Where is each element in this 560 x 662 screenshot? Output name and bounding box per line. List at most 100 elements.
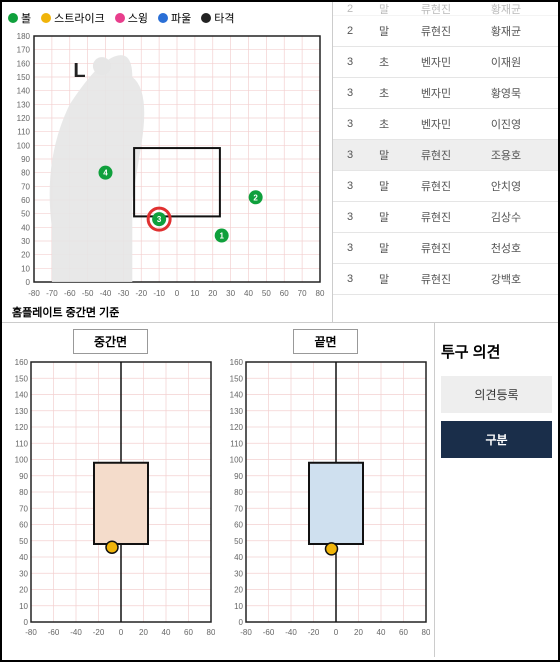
table-row[interactable]: 3초벤자민이재원 [333, 47, 558, 78]
table-row[interactable]: 3초벤자민이진영 [333, 109, 558, 140]
svg-text:10: 10 [19, 602, 28, 611]
svg-text:180: 180 [17, 32, 31, 41]
mini-charts: 중간면0102030405060708090100110120130140150… [2, 323, 434, 657]
pitch-legend: 볼스트라이크스윙파울타격 [6, 6, 328, 30]
pitch-chart: L123401020304050607080901001101201301401… [6, 30, 326, 300]
legend-label: 스윙 [128, 10, 148, 26]
mini-chart-svg: 0102030405060708090100110120130140150160… [222, 358, 430, 638]
svg-text:0: 0 [26, 278, 31, 287]
svg-text:60: 60 [280, 289, 289, 298]
table-cell: 2 [333, 25, 367, 37]
table-cell: 3 [333, 149, 367, 161]
table-cell: 벤자민 [401, 54, 471, 70]
table-cell: 3 [333, 273, 367, 285]
table-cell: 류현진 [401, 209, 471, 225]
table-cell: 3 [333, 180, 367, 192]
svg-text:90: 90 [19, 472, 28, 481]
svg-text:-40: -40 [100, 289, 112, 298]
svg-text:90: 90 [21, 155, 30, 164]
table-row[interactable]: 3말류현진강백호 [333, 264, 558, 295]
table-cell: 류현진 [401, 240, 471, 256]
svg-text:-80: -80 [25, 628, 37, 637]
table-cell: 벤자민 [401, 85, 471, 101]
svg-text:3: 3 [157, 215, 162, 224]
legend-label: 볼 [21, 10, 31, 26]
table-row[interactable]: 3초벤자민황영묵 [333, 78, 558, 109]
svg-text:130: 130 [229, 407, 243, 416]
table-row[interactable]: 3말류현진조용호 [333, 140, 558, 171]
svg-text:160: 160 [17, 59, 31, 68]
svg-text:130: 130 [14, 407, 28, 416]
svg-text:0: 0 [333, 628, 338, 637]
svg-text:30: 30 [21, 237, 30, 246]
table-cell: 3 [333, 87, 367, 99]
table-header-cell: 류현진 [401, 2, 471, 16]
table-cell: 말 [367, 209, 401, 225]
opinion-panel: 투구 의견 의견등록 구분 [434, 323, 558, 657]
svg-text:50: 50 [234, 537, 243, 546]
table-cell: 말 [367, 147, 401, 163]
svg-text:150: 150 [17, 73, 31, 82]
table-cell: 초 [367, 116, 401, 132]
table-cell: 김상수 [471, 209, 541, 225]
svg-text:40: 40 [244, 289, 253, 298]
table-row[interactable]: 3말류현진천성호 [333, 233, 558, 264]
svg-text:80: 80 [21, 169, 30, 178]
svg-text:100: 100 [229, 456, 243, 465]
svg-text:10: 10 [234, 602, 243, 611]
legend-dot-icon [115, 13, 125, 23]
svg-text:-40: -40 [285, 628, 297, 637]
svg-text:90: 90 [234, 472, 243, 481]
svg-text:100: 100 [14, 456, 28, 465]
table-cell: 3 [333, 118, 367, 130]
table-cell: 말 [367, 271, 401, 287]
legend-item: 스윙 [115, 10, 148, 26]
register-opinion-button[interactable]: 의견등록 [441, 376, 552, 413]
legend-item: 스트라이크 [41, 10, 105, 26]
svg-text:20: 20 [19, 586, 28, 595]
legend-dot-icon [8, 13, 18, 23]
svg-text:80: 80 [206, 628, 214, 637]
svg-text:-60: -60 [262, 628, 274, 637]
table-cell: 천성호 [471, 240, 541, 256]
svg-text:10: 10 [190, 289, 199, 298]
axis-label: 홈플레이트 중간면 기준 [6, 300, 328, 324]
svg-text:160: 160 [229, 358, 243, 367]
svg-text:0: 0 [23, 618, 28, 627]
svg-text:20: 20 [208, 289, 217, 298]
table-cell: 말 [367, 178, 401, 194]
legend-dot-icon [158, 13, 168, 23]
svg-text:140: 140 [229, 391, 243, 400]
legend-dot-icon [201, 13, 211, 23]
category-button[interactable]: 구분 [441, 421, 552, 458]
svg-text:-50: -50 [82, 289, 94, 298]
svg-text:20: 20 [139, 628, 148, 637]
svg-text:120: 120 [14, 423, 28, 432]
table-cell: 초 [367, 54, 401, 70]
svg-text:70: 70 [298, 289, 307, 298]
svg-text:50: 50 [21, 210, 30, 219]
svg-text:120: 120 [17, 114, 31, 123]
table-cell: 이재원 [471, 54, 541, 70]
table-header-cell: 말 [367, 2, 401, 16]
svg-text:-20: -20 [307, 628, 319, 637]
table-row[interactable]: 3말류현진안치영 [333, 171, 558, 202]
table-header-cell: 2 [333, 3, 367, 15]
svg-text:40: 40 [234, 553, 243, 562]
mini-chart-svg: 0102030405060708090100110120130140150160… [7, 358, 215, 638]
table-cell: 벤자민 [401, 116, 471, 132]
svg-text:110: 110 [15, 439, 28, 448]
svg-text:-40: -40 [70, 628, 82, 637]
svg-text:110: 110 [17, 128, 30, 137]
table-cell: 류현진 [401, 23, 471, 39]
table-cell: 말 [367, 240, 401, 256]
table-row[interactable]: 3말류현진김상수 [333, 202, 558, 233]
table-cell: 3 [333, 56, 367, 68]
svg-text:-20: -20 [135, 289, 147, 298]
svg-text:120: 120 [229, 423, 243, 432]
table-row[interactable]: 2말류현진황재균 [333, 16, 558, 47]
table-cell: 초 [367, 85, 401, 101]
svg-text:150: 150 [229, 374, 243, 383]
svg-text:30: 30 [234, 569, 243, 578]
svg-text:-30: -30 [118, 289, 130, 298]
